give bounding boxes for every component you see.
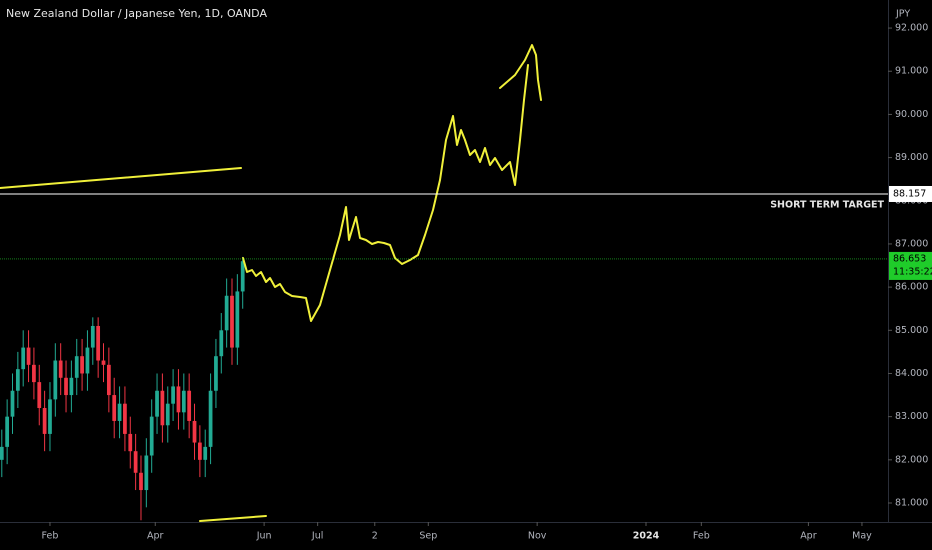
chart-title: New Zealand Dollar / Japanese Yen, 1D, O…: [6, 7, 267, 20]
candle-body: [149, 416, 154, 456]
candle-body: [128, 433, 133, 452]
x-tick-label: Feb: [42, 531, 59, 542]
candle-body: [5, 416, 10, 447]
last-price-box: [889, 251, 932, 280]
y-tick-label: 84.000: [895, 368, 928, 379]
y-tick-label: 82.000: [895, 454, 928, 465]
x-tick-label: 2024: [633, 531, 660, 542]
x-tick-label: Jun: [256, 531, 272, 542]
candle-body: [176, 386, 181, 413]
currency-label: JPY: [895, 9, 910, 20]
y-tick-label: 85.000: [895, 325, 928, 336]
y-tick-label: 92.000: [895, 23, 928, 34]
trend-line: [199, 515, 267, 522]
x-tick-label: Apr: [800, 531, 817, 542]
y-tick-label: 89.000: [895, 152, 928, 163]
candle-body: [181, 390, 186, 413]
candle-body: [32, 364, 36, 383]
candle-body: [219, 330, 224, 357]
x-tick-label: Jul: [311, 531, 323, 542]
x-tick-label: Apr: [147, 531, 164, 542]
candle-body: [85, 347, 90, 374]
candle-body: [155, 390, 159, 417]
candle-body: [0, 446, 4, 460]
target-price-label: 88.157: [893, 188, 926, 199]
x-tick-label: Nov: [528, 531, 547, 542]
y-tick-label: 86.000: [895, 282, 928, 293]
candle-body: [64, 377, 68, 396]
candle-body: [144, 455, 149, 491]
candle-body: [187, 390, 192, 421]
projection-hook: [499, 44, 542, 101]
candle-body: [90, 325, 95, 348]
candle-body: [133, 451, 138, 473]
candle-body: [165, 403, 170, 426]
x-tick-label: May: [852, 531, 872, 542]
candle-body: [37, 382, 42, 409]
candle-body: [224, 295, 229, 331]
countdown-label: 11:35:22: [893, 266, 932, 277]
candle-body: [106, 364, 111, 396]
candle-body: [235, 291, 240, 348]
x-tick-label: Sep: [419, 531, 437, 542]
candle-body: [15, 369, 20, 391]
y-tick-label: 90.000: [895, 109, 928, 120]
candle-body: [58, 360, 63, 378]
candle-body: [21, 347, 26, 370]
candle-body: [101, 360, 106, 365]
candle-body: [112, 395, 117, 421]
candle-body: [42, 408, 47, 434]
candle-body: [123, 403, 127, 434]
marks: [0, 256, 245, 521]
candle-body: [48, 399, 52, 434]
candle-body: [117, 403, 122, 421]
target-price-box: [889, 185, 932, 202]
candle-body: [240, 261, 245, 292]
candle-body: [197, 442, 202, 460]
candle-body: [203, 446, 208, 460]
drawings: [0, 44, 542, 522]
y-tick-label: 81.000: [895, 498, 928, 509]
candle-body: [74, 356, 79, 378]
candle-body: [53, 360, 58, 400]
y-tick-label: 87.000: [895, 238, 928, 249]
candle-body: [208, 390, 213, 447]
candle-body: [26, 347, 31, 365]
x-tick-label: Feb: [693, 531, 710, 542]
candle-body: [214, 356, 218, 391]
candle-body: [80, 356, 84, 374]
candle-body: [139, 472, 143, 491]
candle-body: [69, 377, 74, 396]
last-price-label: 86.653: [893, 253, 926, 264]
candle-body: [10, 390, 15, 417]
x-tick-label: 2: [372, 531, 378, 542]
candle-body: [192, 420, 197, 443]
candle-body: [171, 386, 175, 404]
projection-path: [242, 64, 529, 322]
candle-body: [160, 390, 165, 426]
target-label: SHORT TERM TARGET: [770, 199, 884, 210]
trend-line: [0, 167, 242, 189]
candle-body: [230, 295, 234, 348]
y-tick-label: 83.000: [895, 411, 928, 422]
candle-body: [96, 325, 101, 361]
y-tick-label: 91.000: [895, 66, 928, 77]
